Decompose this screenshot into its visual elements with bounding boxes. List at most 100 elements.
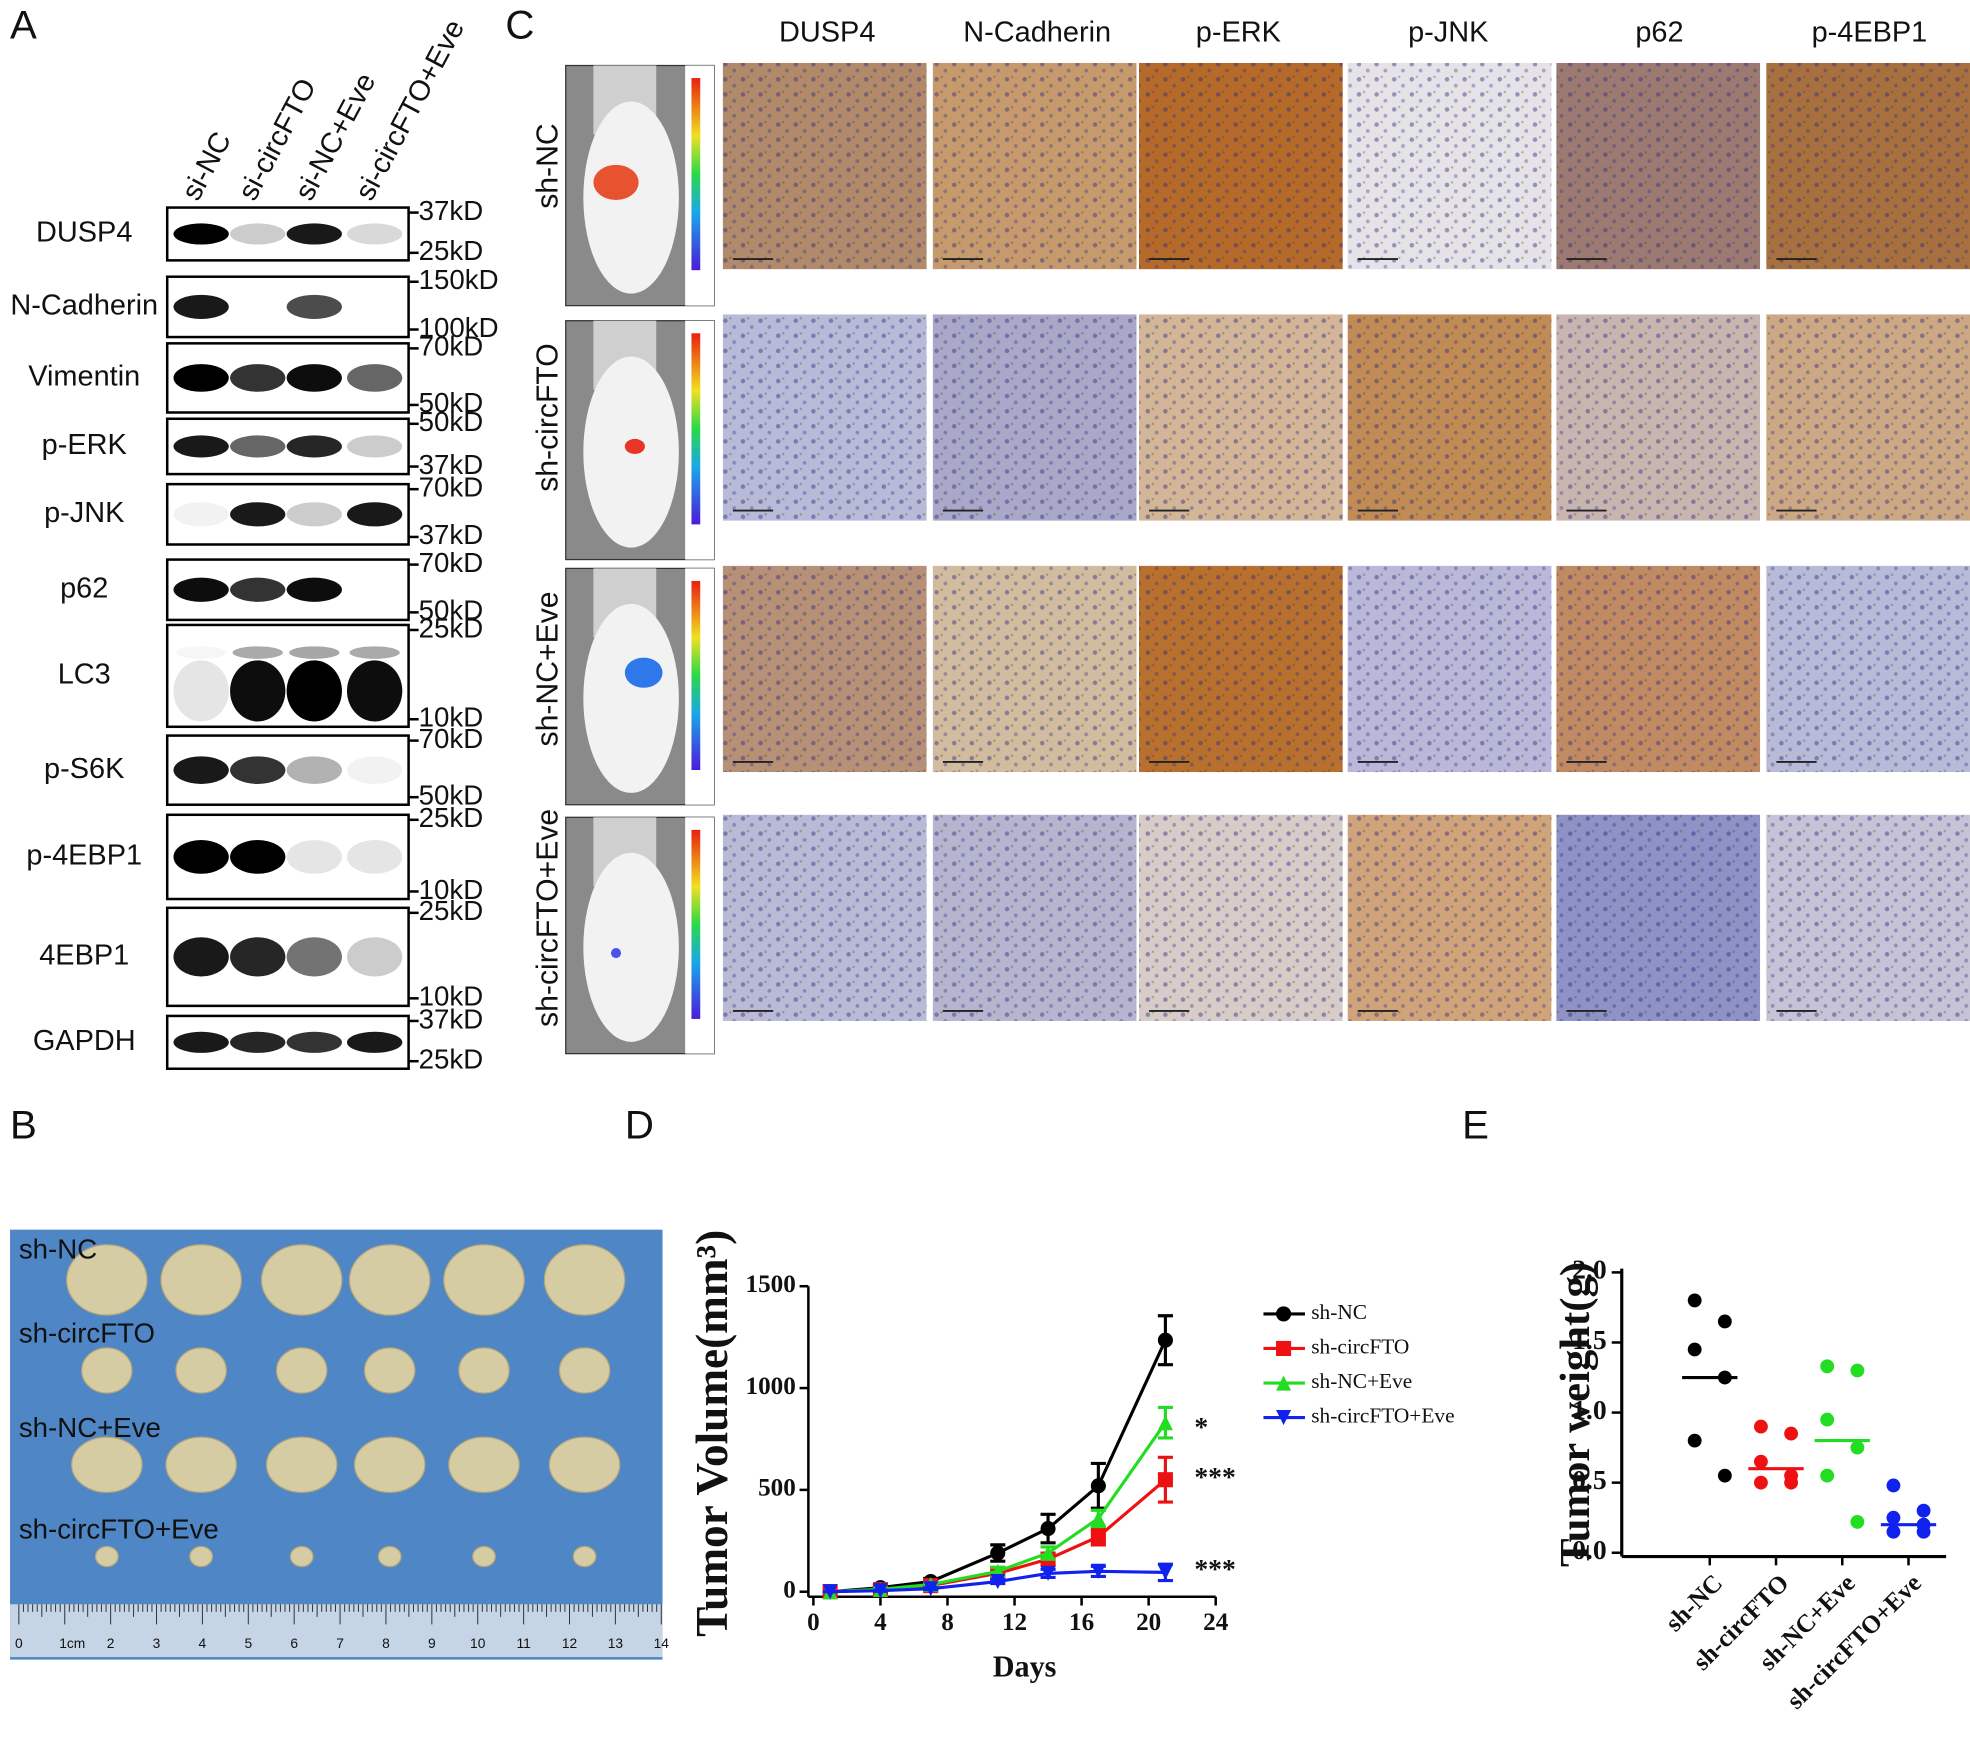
tumor [160, 1244, 243, 1316]
band [230, 223, 286, 245]
y-axis-title: Tumor Volume(mm³) [687, 1230, 737, 1637]
marker-label: 70kD [419, 331, 484, 362]
signal [624, 657, 663, 688]
band [173, 840, 229, 874]
tumor [94, 1545, 119, 1568]
protein-label: N-Cadherin [10, 290, 158, 322]
band [230, 435, 286, 458]
tumor [458, 1347, 510, 1394]
ihc-texture [932, 62, 1137, 270]
y-tick-label: 2.0 [1572, 1254, 1607, 1285]
mouse [583, 852, 679, 1042]
point [1090, 1529, 1106, 1545]
band [346, 756, 403, 784]
band [286, 502, 342, 527]
row-label: sh-circFTO+Eve [531, 809, 564, 1027]
mouse [583, 603, 679, 793]
legend-label: sh-NC [1311, 1300, 1367, 1324]
x-axis-title: Days [993, 1650, 1057, 1684]
point [1886, 1510, 1901, 1525]
band [286, 364, 342, 392]
tumor [265, 1436, 338, 1494]
band [346, 223, 403, 245]
ihc-texture [722, 62, 927, 270]
point [1850, 1514, 1865, 1529]
y-axis-title: Tumor weight(g) [1552, 1262, 1599, 1567]
band [173, 660, 229, 722]
ihc-texture [1139, 565, 1343, 773]
colorbar [691, 78, 701, 271]
point [1784, 1426, 1799, 1441]
band [173, 294, 229, 319]
point [1820, 1412, 1835, 1427]
ruler-label: 2 [107, 1635, 115, 1651]
group-label: sh-circFTO [19, 1318, 155, 1349]
band [346, 502, 403, 527]
point [1916, 1524, 1931, 1539]
band [286, 756, 342, 784]
protein-label: LC3 [58, 659, 111, 691]
tumor [548, 1436, 621, 1494]
ihc-header: p62 [1635, 17, 1683, 49]
ihc-header: p-4EBP1 [1812, 17, 1928, 49]
band [346, 364, 403, 392]
legend-marker [1276, 1375, 1292, 1391]
row-label: sh-circFTO [531, 343, 564, 492]
lane-label: si-NC [176, 127, 238, 206]
band [346, 937, 403, 977]
signal [593, 164, 639, 201]
mouse [583, 101, 679, 294]
panel-label: E [1462, 1102, 1489, 1147]
significance: *** [1194, 1461, 1235, 1492]
ihc-texture [1556, 565, 1761, 773]
point [872, 1583, 888, 1599]
row-label: sh-NC+Eve [531, 591, 564, 746]
point [1090, 1478, 1106, 1494]
x-tick-label: 12 [1002, 1609, 1027, 1636]
protein-label: 4EBP1 [39, 939, 129, 971]
marker-label: 70kD [419, 471, 484, 502]
marker-label: 50kD [419, 779, 484, 810]
y-tick-label: 1500 [746, 1271, 796, 1298]
x-tick-label: 8 [941, 1609, 954, 1636]
marker-label: 25kD [419, 612, 484, 643]
band [173, 937, 229, 977]
band [289, 646, 340, 659]
point [1886, 1524, 1901, 1539]
point [1784, 1475, 1799, 1490]
colorbar [691, 580, 701, 771]
ihc-texture [932, 565, 1137, 773]
point [822, 1584, 838, 1600]
marker-label: 10kD [419, 702, 484, 733]
tumor [472, 1545, 496, 1568]
band [232, 646, 283, 659]
point [990, 1573, 1006, 1590]
tumor [289, 1545, 314, 1568]
band [173, 364, 229, 392]
ruler-label: 13 [608, 1635, 624, 1651]
colorbar [691, 829, 701, 1019]
point [1886, 1478, 1901, 1493]
significance: * [1194, 1411, 1208, 1442]
colorbar [691, 333, 701, 525]
point [1687, 1293, 1702, 1308]
x-tick-label: 16 [1069, 1609, 1094, 1636]
marker-label: 25kD [419, 235, 484, 266]
ihc-texture [1347, 62, 1552, 270]
band [173, 223, 229, 245]
band [173, 756, 229, 784]
band [230, 660, 286, 722]
protein-label: p-4EBP1 [26, 840, 142, 872]
y-tick-label: 0.0 [1572, 1534, 1607, 1565]
band [173, 502, 229, 527]
panel-label: A [10, 2, 37, 47]
point [1717, 1314, 1732, 1329]
ruler-label: 8 [382, 1635, 390, 1651]
marker-label: 37kD [419, 519, 484, 550]
band [286, 577, 342, 602]
band [230, 364, 286, 392]
ihc-texture [1139, 314, 1343, 521]
y-tick-label: 1000 [746, 1373, 796, 1400]
y-tick-label: 500 [758, 1475, 796, 1502]
band [230, 1031, 286, 1053]
